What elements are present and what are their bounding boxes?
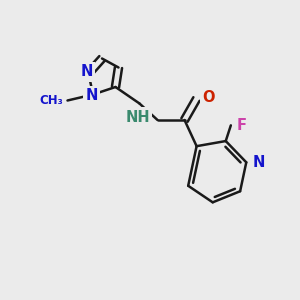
Text: N: N <box>81 64 93 80</box>
Text: N: N <box>85 88 98 104</box>
Text: NH: NH <box>125 110 150 124</box>
Text: F: F <box>236 118 246 133</box>
Text: CH₃: CH₃ <box>39 94 63 107</box>
Text: O: O <box>202 90 214 105</box>
Text: N: N <box>253 155 265 170</box>
